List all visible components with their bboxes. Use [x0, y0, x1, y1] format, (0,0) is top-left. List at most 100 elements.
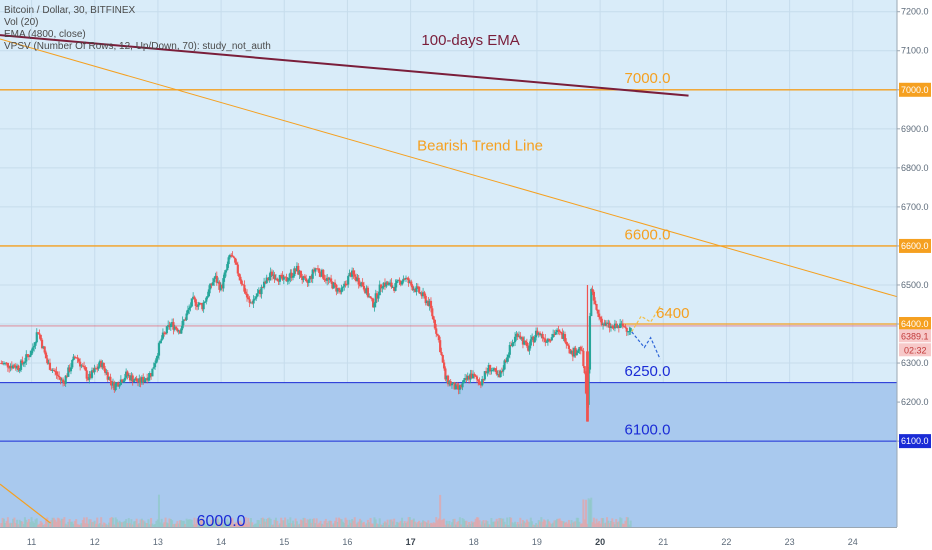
candle-body	[335, 284, 338, 292]
candle-body	[9, 365, 12, 369]
volume-bar	[478, 520, 481, 527]
candle-body	[498, 374, 501, 378]
candle-body	[393, 286, 396, 291]
candle-body	[193, 296, 196, 300]
candle-body	[205, 297, 208, 302]
annotation-s6000-label: 6000.0	[197, 513, 246, 530]
candle-body	[541, 333, 544, 339]
candle-body	[172, 322, 175, 330]
candle-body	[238, 273, 241, 277]
volume-bar	[562, 521, 565, 527]
volume-bar	[460, 524, 463, 527]
candle-body	[105, 372, 108, 374]
candle-body	[142, 377, 145, 383]
x-axis[interactable]: 11 12 13 14 15 16 17 18 19 20 21 22 23 24	[27, 537, 858, 547]
candle-body	[399, 280, 402, 285]
candle-body	[198, 302, 201, 305]
candle-body	[449, 381, 452, 386]
candle-body	[336, 288, 339, 292]
legend-vpsv[interactable]: VPSV (Number Of Rows, 12, Up/Down, 70): …	[4, 41, 271, 52]
volume-bar	[361, 522, 364, 527]
candle-body	[217, 281, 220, 283]
candle-body	[43, 346, 46, 353]
volume-bar	[109, 518, 112, 527]
volume-bar	[323, 520, 326, 527]
legend-symbol[interactable]: Bitcoin / Dollar, 30, BITFINEX	[4, 5, 135, 16]
legend-ema[interactable]: EMA (4800, close)	[4, 29, 86, 40]
volume-bar	[507, 524, 510, 527]
candle-body	[538, 332, 542, 336]
candle-body	[202, 302, 205, 310]
candle-body	[232, 256, 235, 258]
volume-bar	[563, 522, 566, 527]
candle-body	[22, 363, 25, 365]
candle-body	[428, 300, 431, 307]
candle-body	[507, 354, 510, 358]
volume-bar	[412, 518, 415, 527]
candle-body	[494, 368, 497, 371]
volume-bar	[424, 522, 427, 527]
volume-bar	[234, 522, 237, 527]
volume-bar	[152, 524, 155, 527]
candle-body	[487, 365, 490, 372]
candle-body	[240, 280, 243, 285]
candle-body	[34, 342, 37, 346]
volume-bar	[100, 517, 103, 527]
candle-body	[415, 286, 418, 292]
volume-bar	[126, 522, 129, 527]
y-label-1: 6200.0	[901, 397, 929, 407]
y-axis[interactable]: 6100.0 6200.0 6300.0 6400.0 6500.0 6600.0 6700…	[897, 7, 931, 449]
candle-body	[297, 265, 300, 275]
volume-bar	[8, 523, 11, 527]
candle-body	[73, 356, 76, 358]
candle-body	[18, 369, 21, 371]
volume-bar	[620, 518, 623, 527]
volume-bar	[345, 519, 348, 527]
annotation-r7000-label: 7000.0	[625, 70, 671, 87]
volume-bar	[445, 520, 448, 527]
candle-body	[314, 268, 317, 272]
candle-body	[31, 347, 34, 351]
candle-body	[305, 278, 308, 282]
volume-bar	[418, 520, 421, 527]
candle-body	[173, 326, 176, 330]
volume-bar	[278, 523, 281, 527]
volume-bar	[161, 523, 164, 527]
volume-bar	[510, 517, 513, 527]
volume-bar	[353, 517, 356, 527]
candle-body	[523, 340, 526, 345]
candle-body	[67, 367, 70, 377]
candle-body	[443, 362, 446, 369]
candle-body	[39, 334, 42, 340]
volume-bar	[50, 520, 53, 527]
candle-body	[244, 291, 247, 294]
candle-body	[277, 280, 280, 282]
volume-bar	[129, 523, 132, 527]
volume-bar	[142, 520, 145, 527]
volume-bar	[5, 521, 8, 527]
y-label-7: 6800.0	[901, 163, 929, 173]
candle-body	[131, 375, 134, 383]
candle-body	[273, 274, 276, 280]
volume-bar	[429, 522, 432, 527]
candle-body	[215, 275, 218, 283]
countdown-label: 02:32	[904, 345, 927, 355]
volume-bar	[38, 523, 41, 527]
candle-body	[14, 367, 17, 369]
candle-body	[308, 276, 312, 280]
candle-body	[340, 287, 343, 293]
volume-bar	[42, 524, 45, 527]
volume-bar	[125, 519, 128, 527]
candle-body	[320, 269, 324, 277]
volume-bar	[393, 518, 396, 527]
volume-bar	[587, 498, 590, 527]
candle-body	[44, 352, 48, 359]
candle-body	[418, 286, 421, 293]
candle-body	[82, 366, 86, 368]
volume-bar	[594, 523, 597, 527]
volume-bar	[104, 523, 107, 527]
candle-body	[528, 345, 531, 351]
volume-bar	[94, 523, 97, 527]
legend-vol[interactable]: Vol (20)	[4, 17, 38, 28]
